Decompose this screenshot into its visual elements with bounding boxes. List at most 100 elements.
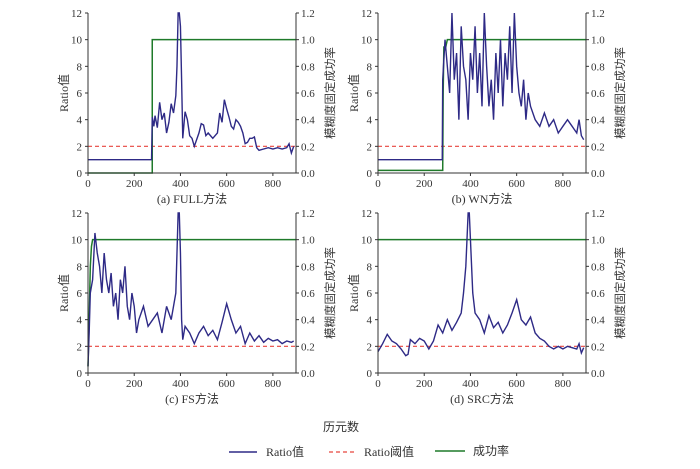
ratio-line <box>87 212 295 367</box>
x-tick-label: 800 <box>555 178 572 190</box>
y2-axis-label: 模糊度固定成功率 <box>613 247 627 339</box>
y2-tick-label: 0.6 <box>301 88 315 100</box>
y-tick-label: 0 <box>367 168 373 180</box>
y2-tick-label: 0.0 <box>301 168 315 180</box>
y2-axis-label: 模糊度固定成功率 <box>613 47 627 139</box>
y-axis-label: Ratio值 <box>56 74 71 112</box>
y-axis-label: Ratio值 <box>56 274 71 312</box>
x-tick-label: 0 <box>375 378 381 390</box>
y2-tick-label: 0.0 <box>301 368 315 380</box>
y-tick-label: 4 <box>367 115 373 127</box>
y-tick-label: 6 <box>77 288 83 300</box>
x-tick-label: 800 <box>555 378 572 390</box>
x-tick-label: 600 <box>218 178 235 190</box>
x-tick-label: 200 <box>416 378 433 390</box>
y-tick-label: 4 <box>367 315 373 327</box>
success-rate-line <box>378 38 586 172</box>
y2-tick-label: 1.0 <box>591 235 605 247</box>
y2-tick-label: 0.4 <box>301 115 315 127</box>
y2-tick-label: 0.4 <box>591 315 605 327</box>
legend-label-success: 成功率 <box>473 443 509 458</box>
y2-tick-label: 0.2 <box>301 141 315 153</box>
y2-tick-label: 0.2 <box>591 141 605 153</box>
y2-tick-label: 0.6 <box>301 288 315 300</box>
subplot-caption: (b) WN方法 <box>452 191 513 206</box>
y-tick-label: 12 <box>71 8 82 20</box>
x-tick-label: 800 <box>265 178 282 190</box>
y2-axis-label: 模糊度固定成功率 <box>323 47 337 139</box>
y-tick-label: 8 <box>77 61 83 73</box>
subplot-c: 0 200 400 600 800 0 2 4 6 8 10 12 0.0 0.2 0.4 0.6 0.8 1.0… <box>56 208 337 406</box>
x-tick-label: 0 <box>85 178 91 190</box>
x-tick-label: 200 <box>416 178 433 190</box>
legend: Ratio值 Ratio阈值 成功率 <box>229 443 509 459</box>
y-tick-label: 10 <box>361 235 373 247</box>
x-tick-label: 400 <box>462 378 479 390</box>
y2-tick-label: 1.2 <box>591 208 605 220</box>
y2-tick-label: 0.0 <box>591 168 605 180</box>
y-tick-label: 10 <box>71 235 83 247</box>
subplot-caption: (d) SRC方法 <box>450 391 514 406</box>
y2-tick-label: 1.0 <box>591 35 605 47</box>
y-tick-label: 2 <box>367 141 373 153</box>
y-tick-label: 4 <box>77 115 83 127</box>
x-tick-label: 600 <box>508 178 525 190</box>
subplot-a: 0 200 400 600 800 0 2 4 6 8 10 12 0.0 0.2 0.4 0.6 0.8 1.0… <box>56 8 337 206</box>
y-axis-label: Ratio值 <box>346 274 361 312</box>
x-tick-label: 400 <box>462 178 479 190</box>
x-tick-label: 400 <box>172 178 189 190</box>
y2-tick-label: 0.2 <box>301 341 315 353</box>
y2-tick-label: 1.2 <box>301 8 315 20</box>
y2-tick-label: 0.8 <box>301 261 315 273</box>
y2-tick-label: 0.2 <box>591 341 605 353</box>
y2-tick-label: 0.6 <box>591 288 605 300</box>
legend-label-ratio: Ratio值 <box>266 444 304 459</box>
y-tick-label: 6 <box>367 288 373 300</box>
y2-tick-label: 0.6 <box>591 88 605 100</box>
y-tick-label: 8 <box>367 261 373 273</box>
legend-label-threshold: Ratio阈值 <box>364 444 414 459</box>
subplot-b: 0 200 400 600 800 0 2 4 6 8 10 12 0.0 0.2 0.4 0.6 0.8 1.0… <box>346 8 627 206</box>
y2-tick-label: 0.4 <box>301 315 315 327</box>
y-tick-label: 2 <box>367 341 373 353</box>
y2-tick-label: 1.2 <box>591 8 605 20</box>
ratio-line <box>377 212 585 357</box>
x-axis-label: 历元数 <box>323 419 359 434</box>
y-tick-label: 4 <box>77 315 83 327</box>
subplot-caption: (a) FULL方法 <box>157 191 227 206</box>
y-tick-label: 12 <box>71 208 82 220</box>
y-tick-label: 12 <box>361 208 372 220</box>
y-tick-label: 8 <box>77 261 83 273</box>
y2-tick-label: 0.8 <box>591 61 605 73</box>
y-tick-label: 8 <box>367 61 373 73</box>
x-tick-label: 200 <box>126 178 143 190</box>
y2-tick-label: 0.0 <box>591 368 605 380</box>
x-tick-label: 600 <box>218 378 235 390</box>
y-tick-label: 6 <box>77 88 83 100</box>
y-tick-label: 10 <box>71 35 83 47</box>
ratio-line <box>88 12 295 161</box>
y2-tick-label: 1.2 <box>301 208 315 220</box>
y2-tick-label: 1.0 <box>301 35 315 47</box>
y-tick-label: 0 <box>77 168 83 180</box>
y-tick-label: 2 <box>77 341 83 353</box>
x-tick-label: 0 <box>85 378 91 390</box>
y-tick-label: 0 <box>367 368 373 380</box>
subplot-caption: (c) FS方法 <box>165 391 219 406</box>
y-tick-label: 2 <box>77 141 83 153</box>
y2-tick-label: 0.4 <box>591 115 605 127</box>
y-tick-label: 0 <box>77 368 83 380</box>
y-tick-label: 12 <box>361 8 372 20</box>
success-rate-line <box>88 38 296 174</box>
y-tick-label: 10 <box>361 35 373 47</box>
y2-tick-label: 0.8 <box>301 61 315 73</box>
x-tick-label: 0 <box>375 178 381 190</box>
y-axis-label: Ratio值 <box>346 74 361 112</box>
ratio-line <box>378 12 585 161</box>
x-tick-label: 200 <box>126 378 143 390</box>
y2-tick-label: 0.8 <box>591 261 605 273</box>
y2-tick-label: 1.0 <box>301 235 315 247</box>
x-tick-label: 400 <box>172 378 189 390</box>
